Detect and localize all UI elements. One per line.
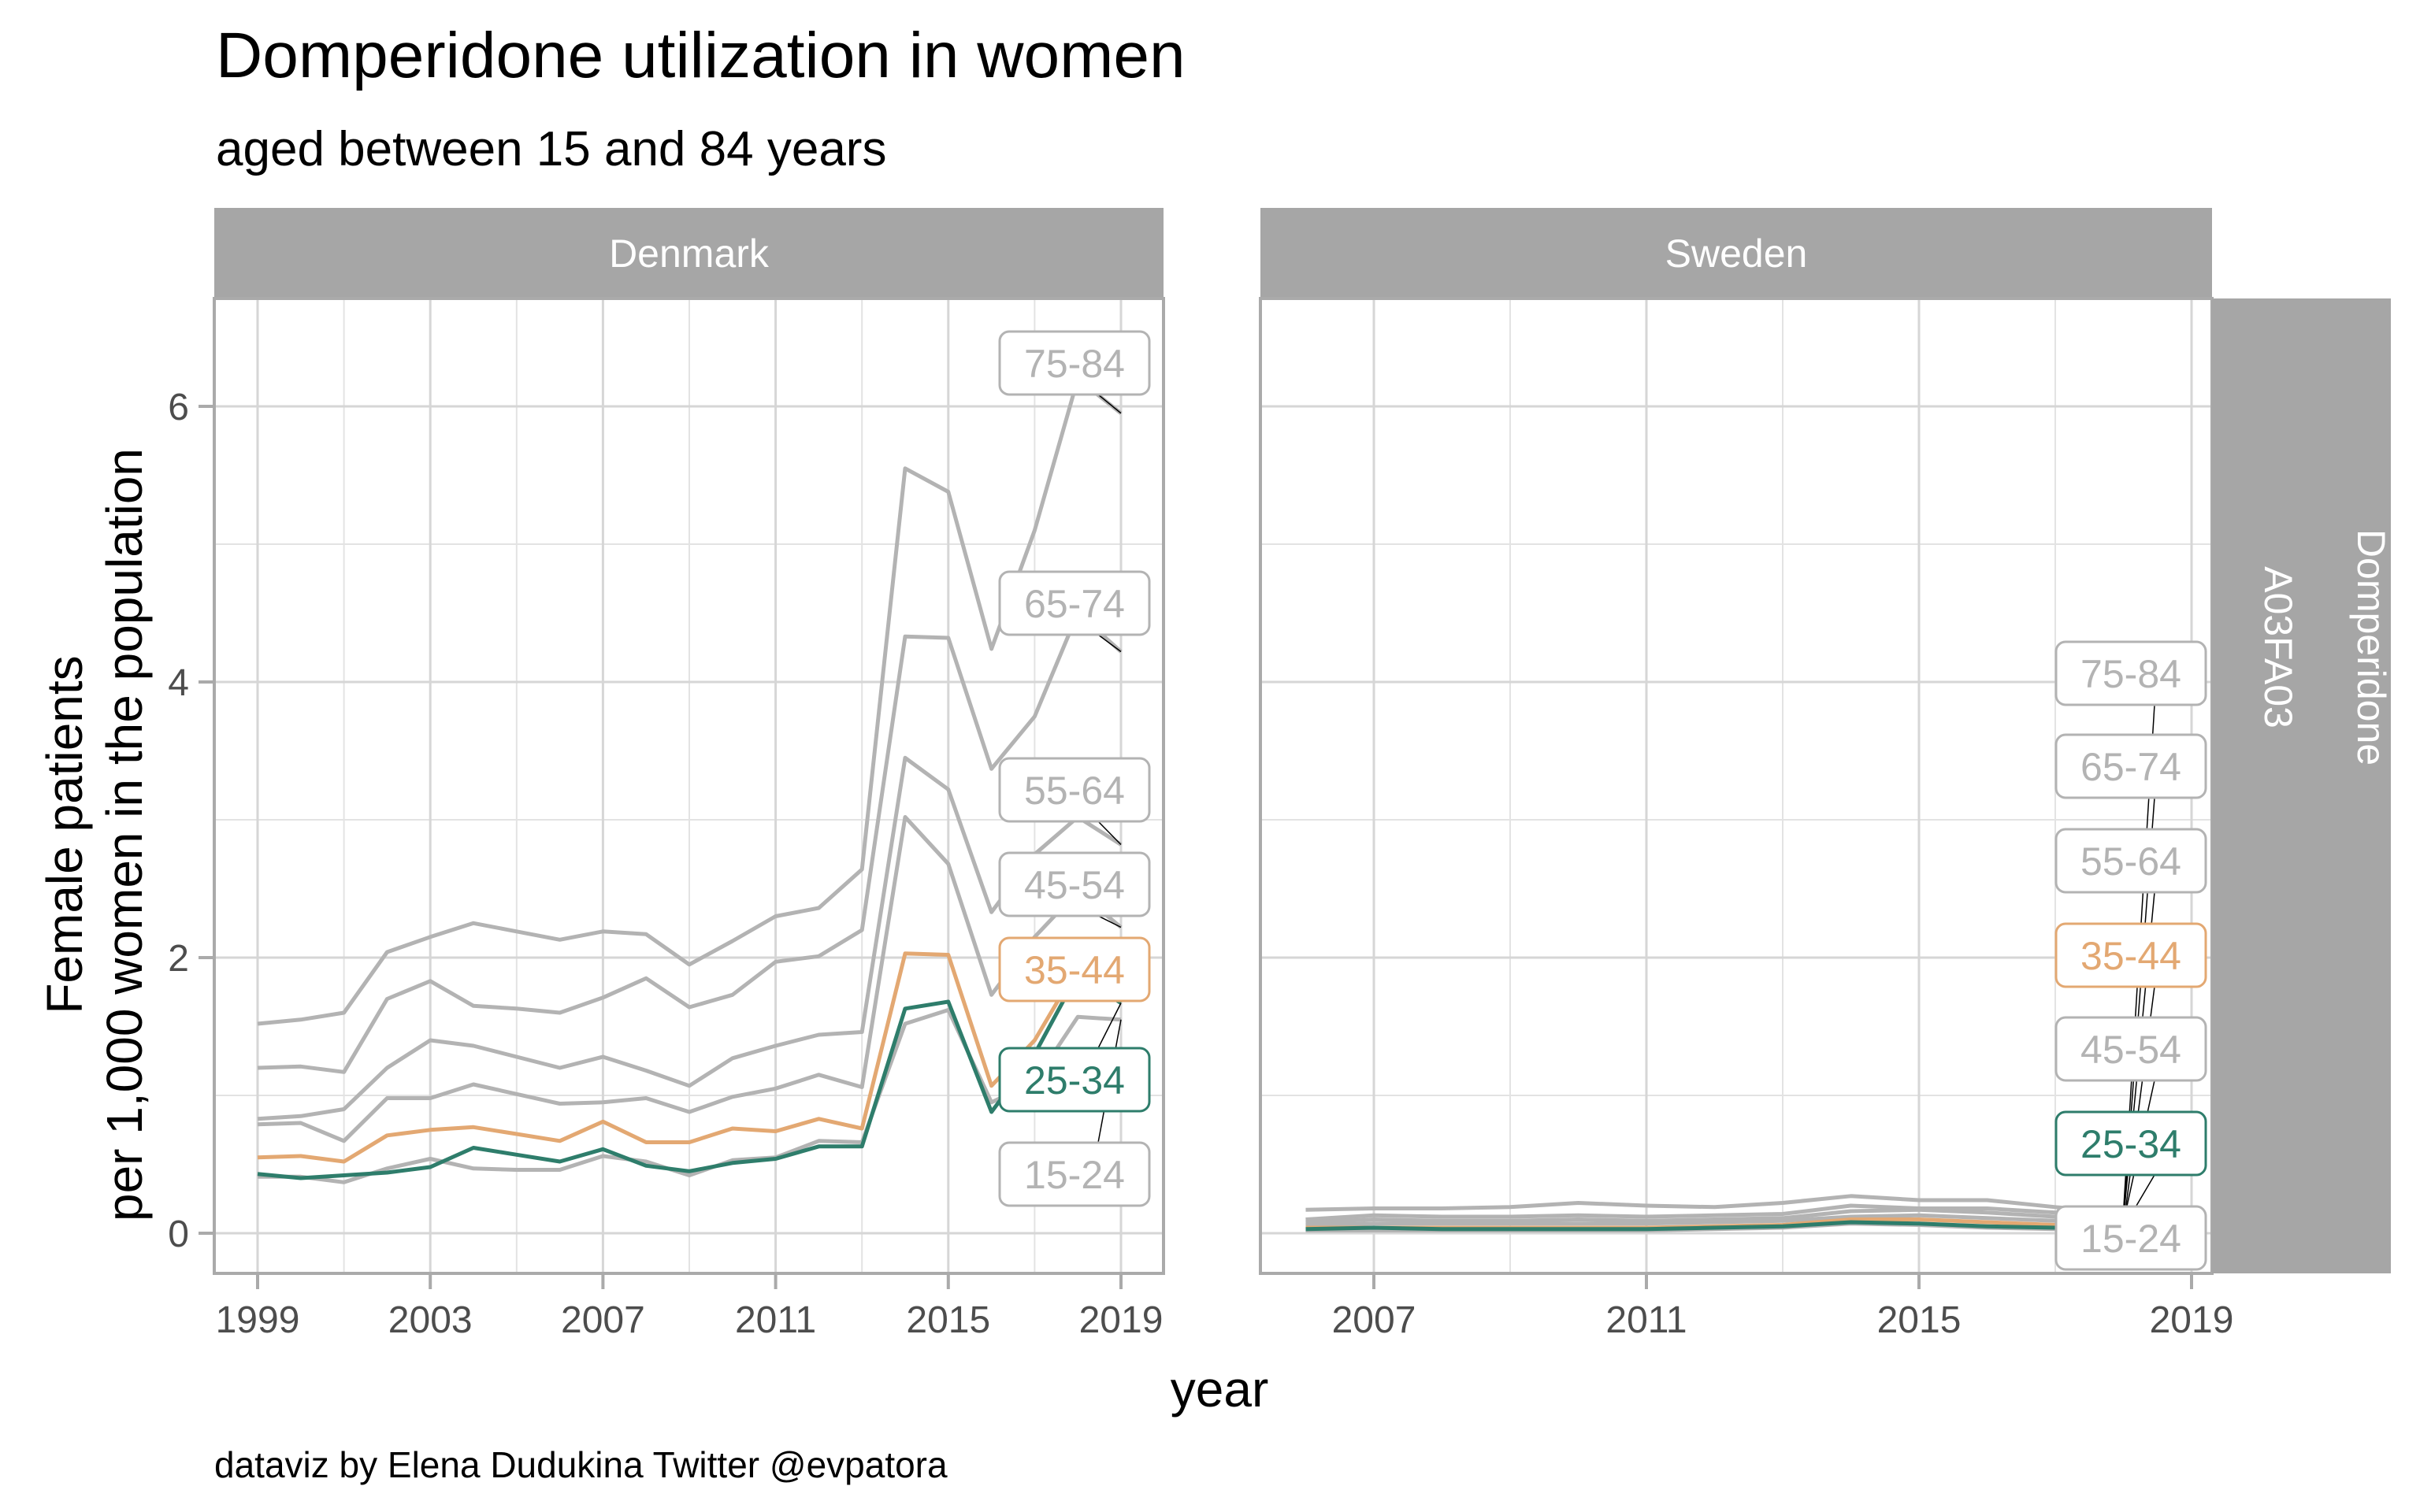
row-strip <box>2212 298 2391 1273</box>
label-text: 25-34 <box>1024 1058 1125 1102</box>
label-text: 75-84 <box>2080 652 2181 696</box>
label-box <box>998 757 1151 823</box>
series-label-15-24: 15-24 <box>998 1141 1151 1207</box>
panel-background <box>1260 298 2212 1273</box>
y-tick-label: 0 <box>168 1214 189 1255</box>
label-leader <box>1097 634 1122 653</box>
series-line-75-84 <box>257 376 1123 1026</box>
series-label-25-34: 25-34 <box>2054 1110 2207 1177</box>
panel-sweden: Sweden 2007 2011 2015 2019 75-84 65-74 55-64 45-… <box>1259 208 2234 1341</box>
series-line-25-34 <box>257 972 1123 1180</box>
panel-denmark: Denmark 1999 2003 2007 2011 2015 2019 0 2 4 6 75-84… <box>168 208 1165 1341</box>
series-lines <box>257 376 1123 1184</box>
facet-strip <box>1260 208 2212 298</box>
series-line-35-44 <box>257 951 1122 1164</box>
label-box <box>2054 640 2207 706</box>
x-tick-label: 2015 <box>1877 1299 1962 1341</box>
x-tick-label: 2019 <box>2150 1299 2234 1341</box>
series-label-45-54: 45-54 <box>2054 1016 2207 1082</box>
series-label-15-24: 15-24 <box>2054 1205 2207 1271</box>
label-text: 15-24 <box>1024 1153 1125 1197</box>
series-line-55-64 <box>257 755 1123 1121</box>
label-text: 35-44 <box>2080 934 2181 978</box>
label-text: 45-54 <box>2080 1028 2181 1072</box>
series-line-45-54 <box>257 815 1123 1143</box>
x-tick-label: 1999 <box>216 1299 300 1341</box>
label-box <box>2054 922 2207 988</box>
x-tick-label: 2011 <box>735 1299 816 1341</box>
label-text: 65-74 <box>2080 745 2181 789</box>
label-text: 55-64 <box>1024 769 1125 813</box>
series-labels: 75-84 65-74 55-64 45-54 15-24 35-44 25-34 <box>2054 640 2207 1271</box>
series-label-65-74: 65-74 <box>998 570 1151 636</box>
series-lines <box>1305 1194 2124 1232</box>
label-text: 35-44 <box>1024 948 1125 992</box>
x-axis-title: year <box>1171 1361 1269 1418</box>
x-tick-label: 2011 <box>1605 1299 1687 1341</box>
panel-border <box>213 297 1165 1275</box>
series-labels: 75-84 65-74 55-64 45-54 15-24 35-44 25-34 <box>998 330 1151 1207</box>
y-tick-label: 4 <box>168 662 189 704</box>
label-box <box>998 851 1151 917</box>
series-label-75-84: 75-84 <box>2054 640 2207 706</box>
label-box <box>998 330 1151 396</box>
series-line-65-74 <box>257 611 1123 1074</box>
series-label-55-64: 55-64 <box>2054 828 2207 894</box>
series-label-25-34: 25-34 <box>998 1047 1151 1113</box>
y-axis-title-line1: Female patients <box>36 655 93 1014</box>
row-strip-label-drug: Domperidone <box>2349 529 2393 765</box>
facet-strip <box>214 208 1164 298</box>
facet-panels: Denmark 1999 2003 2007 2011 2015 2019 0 2 4 6 75-84… <box>168 208 2233 1341</box>
label-box <box>2054 1016 2207 1082</box>
label-box <box>2054 733 2207 799</box>
series-label-35-44: 35-44 <box>2054 922 2207 988</box>
y-axis-title-line2: per 1,000 women in the population <box>96 448 153 1221</box>
row-strip-label-atc: A03FA03 <box>2256 566 2300 728</box>
series-label-75-84: 75-84 <box>998 330 1151 396</box>
label-text: 15-24 <box>2080 1217 2181 1261</box>
x-tick-label: 2015 <box>906 1299 990 1341</box>
label-box <box>2054 1110 2207 1177</box>
label-text: 45-54 <box>1024 863 1125 907</box>
label-leader <box>1097 1002 1122 1049</box>
label-box <box>998 570 1151 636</box>
label-text: 55-64 <box>2080 839 2181 884</box>
label-text: 75-84 <box>1024 342 1125 386</box>
x-tick-label: 2019 <box>1079 1299 1164 1341</box>
label-text: 65-74 <box>1024 582 1125 626</box>
x-tick-label: 2007 <box>1332 1299 1416 1341</box>
facet-strip-label: Denmark <box>609 232 770 276</box>
label-text: 25-34 <box>2080 1122 2181 1166</box>
label-leader <box>1097 821 1122 846</box>
series-line-55-64 <box>1305 1207 2124 1225</box>
chart-subtitle: aged between 15 and 84 years <box>216 122 886 176</box>
y-tick-label: 2 <box>168 938 189 980</box>
caption: dataviz by Elena Dudukina Twitter @evpat… <box>214 1444 948 1485</box>
series-line-65-74 <box>1305 1203 2124 1221</box>
series-line-75-84 <box>1305 1194 2124 1215</box>
x-tick-label: 2007 <box>561 1299 645 1341</box>
series-label-55-64: 55-64 <box>998 757 1151 823</box>
y-tick-label: 6 <box>168 387 189 428</box>
label-box <box>998 1141 1151 1207</box>
label-box <box>2054 1205 2207 1271</box>
series-label-45-54: 45-54 <box>998 851 1151 917</box>
label-box <box>2054 828 2207 894</box>
series-line-25-34 <box>1305 1220 2124 1232</box>
chart-title: Domperidone utilization in women <box>216 20 1186 91</box>
label-box <box>998 1047 1151 1113</box>
series-label-65-74: 65-74 <box>2054 733 2207 799</box>
x-tick-label: 2003 <box>388 1299 473 1341</box>
series-line-45-54 <box>1305 1213 2124 1227</box>
series-label-35-44: 35-44 <box>998 936 1151 1002</box>
label-box <box>998 936 1151 1002</box>
label-leader <box>1097 915 1122 928</box>
facet-strip-label: Sweden <box>1665 232 1808 276</box>
label-leader <box>1097 394 1122 414</box>
